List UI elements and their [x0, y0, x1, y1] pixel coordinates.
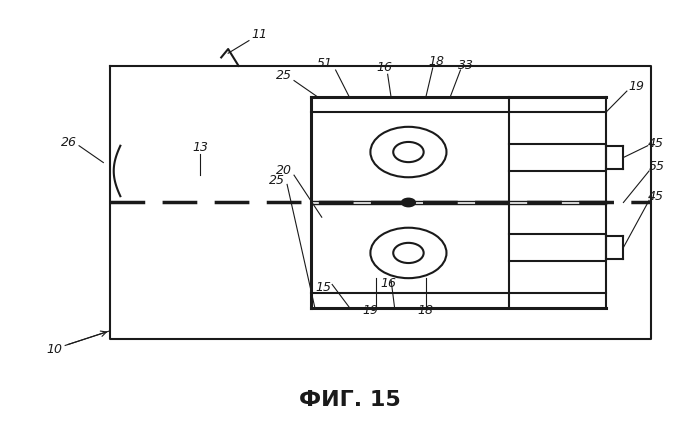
Text: 19: 19: [628, 81, 644, 93]
Text: 18: 18: [418, 304, 434, 317]
Text: 25: 25: [269, 174, 285, 187]
Text: 16: 16: [376, 61, 392, 75]
Text: 45: 45: [648, 137, 664, 150]
Text: 26: 26: [61, 136, 77, 149]
Text: 18: 18: [428, 55, 444, 68]
Text: 25: 25: [275, 69, 291, 82]
Text: 55: 55: [649, 160, 665, 173]
Text: 45: 45: [648, 190, 664, 203]
Text: 15: 15: [315, 281, 331, 294]
Text: 19: 19: [362, 304, 378, 317]
Text: ФИГ. 15: ФИГ. 15: [298, 390, 401, 410]
Text: 11: 11: [252, 28, 267, 41]
Text: 13: 13: [192, 141, 208, 154]
Text: 16: 16: [380, 277, 396, 290]
Circle shape: [401, 198, 415, 207]
Text: 33: 33: [458, 58, 474, 72]
Text: 20: 20: [276, 164, 292, 178]
Text: 10: 10: [47, 343, 63, 356]
Text: 51: 51: [317, 57, 333, 70]
